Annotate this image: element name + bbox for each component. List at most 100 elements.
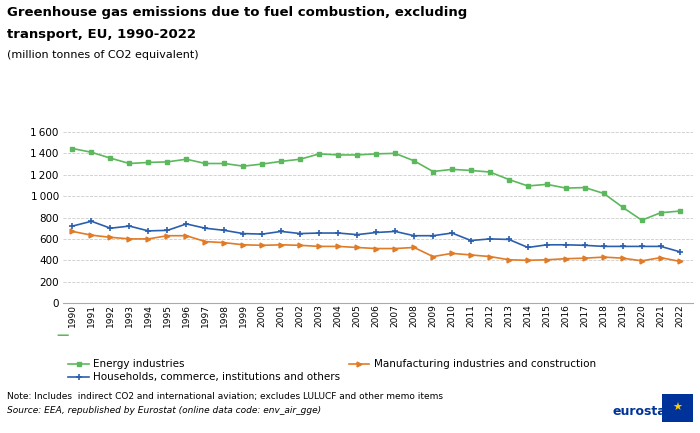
Households, commerce, institutions and others [88,219,96,224]
Energy industries [505,177,513,182]
Energy industries [524,183,532,188]
Households, commerce, institutions and others [391,229,399,234]
Manufacturing industries and construction [201,239,209,244]
Manufacturing industries and construction [277,242,286,247]
Manufacturing industries and construction [448,251,456,256]
Manufacturing industries and construction [524,258,532,263]
Legend: Energy industries, Households, commerce, institutions and others, Manufacturing : Energy industries, Households, commerce,… [68,359,596,382]
Households, commerce, institutions and others [561,242,570,247]
Energy industries [163,159,172,165]
Energy industries [676,209,684,214]
Energy industries [580,185,589,190]
Households, commerce, institutions and others [505,237,513,242]
Manufacturing industries and construction [580,255,589,261]
Households, commerce, institutions and others [486,236,494,242]
Manufacturing industries and construction [296,243,304,248]
Households, commerce, institutions and others [524,245,532,250]
Energy industries [201,161,209,166]
Text: Greenhouse gas emissions due to fuel combustion, excluding: Greenhouse gas emissions due to fuel com… [7,6,468,19]
Text: —: — [57,329,69,342]
Text: ★: ★ [672,403,682,413]
Manufacturing industries and construction [353,245,361,250]
Households, commerce, institutions and others [239,231,248,236]
Manufacturing industries and construction [410,245,419,250]
Households, commerce, institutions and others [334,230,342,236]
Manufacturing industries and construction [391,246,399,251]
Text: transport, EU, 1990-2022: transport, EU, 1990-2022 [7,28,196,41]
Manufacturing industries and construction [619,255,627,261]
Energy industries [182,157,190,162]
Manufacturing industries and construction [239,242,248,247]
Energy industries [69,146,77,151]
Households, commerce, institutions and others [125,223,134,229]
Energy industries [619,205,627,210]
Manufacturing industries and construction [657,255,665,260]
Households, commerce, institutions and others [106,226,115,231]
Households, commerce, institutions and others [580,243,589,248]
Energy industries [467,168,475,173]
Manufacturing industries and construction [600,255,608,260]
Manufacturing industries and construction [125,236,134,242]
Text: Source: EEA, republished by Eurostat (online data code: env_air_gge): Source: EEA, republished by Eurostat (on… [7,406,321,415]
Energy industries [106,155,115,161]
Energy industries [88,150,96,155]
Households, commerce, institutions and others [372,230,380,235]
Manufacturing industries and construction [429,254,438,259]
Households, commerce, institutions and others [144,228,153,233]
Energy industries [638,218,646,223]
Energy industries [125,161,134,166]
Energy industries [429,169,438,174]
Manufacturing industries and construction [258,243,267,248]
Households, commerce, institutions and others [600,244,608,249]
Energy industries [657,210,665,215]
Energy industries [542,182,551,187]
Households, commerce, institutions and others [676,249,684,254]
Line: Manufacturing industries and construction: Manufacturing industries and constructio… [70,229,682,264]
Energy industries [486,169,494,174]
Manufacturing industries and construction [676,259,684,264]
Manufacturing industries and construction [638,258,646,263]
Households, commerce, institutions and others [69,223,77,229]
Line: Households, commerce, institutions and others: Households, commerce, institutions and o… [69,218,683,255]
Line: Energy industries: Energy industries [70,146,682,223]
Households, commerce, institutions and others [296,231,304,236]
Manufacturing industries and construction [315,244,323,249]
Manufacturing industries and construction [561,256,570,261]
Energy industries [600,191,608,196]
Households, commerce, institutions and others [277,229,286,234]
Energy industries [144,160,153,165]
Energy industries [448,167,456,172]
Energy industries [561,185,570,191]
Manufacturing industries and construction [106,235,115,240]
Manufacturing industries and construction [163,233,172,238]
Households, commerce, institutions and others [619,244,627,249]
Households, commerce, institutions and others [315,230,323,236]
Households, commerce, institutions and others [353,232,361,237]
Manufacturing industries and construction [372,246,380,251]
Energy industries [334,152,342,158]
Manufacturing industries and construction [182,233,190,238]
Energy industries [220,161,228,166]
Households, commerce, institutions and others [638,244,646,249]
Text: (million tonnes of CO2 equivalent): (million tonnes of CO2 equivalent) [7,50,199,60]
Energy industries [239,164,248,169]
Manufacturing industries and construction [334,244,342,249]
Energy industries [315,151,323,156]
Text: eurostat: eurostat [612,405,672,418]
Households, commerce, institutions and others [182,221,190,226]
Manufacturing industries and construction [88,233,96,238]
Households, commerce, institutions and others [657,244,665,249]
Energy industries [277,159,286,164]
Households, commerce, institutions and others [220,228,228,233]
Manufacturing industries and construction [505,257,513,262]
Households, commerce, institutions and others [410,233,419,238]
Households, commerce, institutions and others [429,233,438,238]
Manufacturing industries and construction [144,236,153,242]
Energy industries [353,152,361,158]
Energy industries [372,151,380,156]
Energy industries [258,162,267,167]
Households, commerce, institutions and others [448,230,456,236]
Households, commerce, institutions and others [467,238,475,243]
Households, commerce, institutions and others [201,226,209,231]
Text: Note: Includes  indirect CO2 and international aviation; excludes LULUCF and oth: Note: Includes indirect CO2 and internat… [7,392,443,401]
